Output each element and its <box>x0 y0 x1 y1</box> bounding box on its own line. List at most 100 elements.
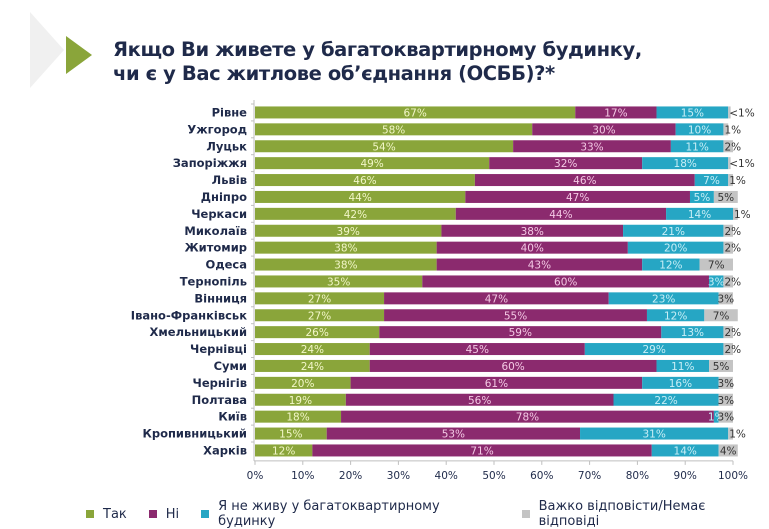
data-label-no: 71% <box>470 445 493 457</box>
data-label-not-in-apartment: 3% <box>708 276 725 288</box>
bar-segment-no <box>465 190 690 203</box>
bar-segment-no <box>326 427 581 440</box>
x-tick-label: 30% <box>387 470 410 482</box>
data-label-yes: 27% <box>308 310 331 322</box>
data-label-yes: 19% <box>289 395 312 407</box>
bar-segment-hard-to-say <box>718 292 733 305</box>
bar-segment-no <box>384 309 647 322</box>
legend-label-yes: Так <box>103 506 127 522</box>
category-label: Одеса <box>206 258 247 272</box>
data-label-no: 47% <box>485 293 508 305</box>
data-label-no: 33% <box>580 141 603 153</box>
bar-segment-yes <box>255 258 437 271</box>
bar-segment-no <box>436 258 643 271</box>
bar-segment-hard-to-say <box>723 343 733 356</box>
data-label-yes: 42% <box>344 209 367 221</box>
legend-label-not-in-apartment: Я не живу у багатоквартирному будинку <box>218 499 440 529</box>
data-label-no: 46% <box>573 175 596 187</box>
bar-segment-no <box>575 106 657 119</box>
bar-segment-no <box>369 359 657 372</box>
category-label: Ужгород <box>187 122 247 136</box>
data-label-no: 38% <box>521 226 544 238</box>
category-label: Кропивницький <box>142 427 247 441</box>
bar-segment-not-in-apartment <box>584 343 724 356</box>
bar-segment-yes <box>255 359 370 372</box>
bar-segment-not-in-apartment <box>689 190 714 203</box>
category-label: Запоріжжя <box>173 156 247 170</box>
bar-segment-not-in-apartment <box>627 241 724 254</box>
bar-segment-not-in-apartment <box>675 123 724 136</box>
bar-segment-yes <box>255 123 533 136</box>
data-label-not-in-apartment: 20% <box>664 243 687 255</box>
bar-segment-hard-to-say <box>723 275 733 288</box>
bar-segment-no <box>441 224 624 237</box>
data-label-hard-to-say: 2% <box>724 344 741 356</box>
legend-item-yes: Так <box>86 499 127 529</box>
bar-segment-no <box>474 174 695 187</box>
data-label-yes: 38% <box>334 243 357 255</box>
data-label-hard-to-say: <1% <box>729 107 754 119</box>
data-label-not-in-apartment: 31% <box>642 429 665 441</box>
legend-label-no: Ні <box>165 506 180 522</box>
bar-segment-yes <box>255 444 313 457</box>
category-label: Хмельницький <box>150 325 247 339</box>
bar-segment-yes <box>255 326 380 339</box>
data-label-yes: 26% <box>305 327 328 339</box>
bar-segment-hard-to-say <box>733 207 738 220</box>
data-label-hard-to-say: 7% <box>708 260 725 272</box>
data-label-hard-to-say: 5% <box>717 192 734 204</box>
data-label-yes: 24% <box>301 344 324 356</box>
data-label-not-in-apartment: 16% <box>669 378 692 390</box>
data-label-not-in-apartment: 21% <box>662 226 685 238</box>
category-label: Рівне <box>212 105 248 119</box>
bar-segment-hard-to-say <box>713 190 738 203</box>
data-label-yes: 24% <box>301 361 324 373</box>
chart-legend: Так Ні Я не живу у багатоквартирному буд… <box>86 499 769 529</box>
bar-segment-hard-to-say <box>723 140 733 153</box>
bar-segment-hard-to-say <box>728 427 733 440</box>
bar-segment-no <box>341 410 714 423</box>
data-label-yes: 27% <box>308 293 331 305</box>
data-label-not-in-apartment: 14% <box>688 209 711 221</box>
data-label-not-in-apartment: 23% <box>652 293 675 305</box>
data-label-not-in-apartment: 14% <box>674 445 697 457</box>
bar-segment-hard-to-say <box>728 174 733 187</box>
x-tick-label: 10% <box>291 470 314 482</box>
data-label-yes: 46% <box>353 175 376 187</box>
bar-segment-no <box>532 123 676 136</box>
data-label-no: 30% <box>592 124 615 136</box>
data-label-no: 78% <box>516 412 539 424</box>
bar-segment-no <box>350 376 643 389</box>
x-tick-label: 100% <box>718 470 748 482</box>
legend-item-not-in-apartment: Я не живу у багатоквартирному будинку <box>201 499 500 529</box>
bar-segment-no <box>345 393 614 406</box>
category-label: Полтава <box>192 393 247 407</box>
bar-segment-not-in-apartment <box>651 444 719 457</box>
bar-segment-yes <box>255 292 385 305</box>
data-label-yes: 44% <box>348 192 371 204</box>
data-label-hard-to-say: 1% <box>734 209 751 221</box>
data-label-hard-to-say: 2% <box>724 243 741 255</box>
data-label-yes: 20% <box>291 378 314 390</box>
data-label-hard-to-say: 1% <box>729 429 746 441</box>
bar-segment-no <box>369 343 585 356</box>
bar-segment-not-in-apartment <box>642 258 700 271</box>
bar-segment-not-in-apartment <box>580 427 729 440</box>
bar-segment-no <box>379 326 662 339</box>
bar-segment-hard-to-say <box>704 309 738 322</box>
play-arrow-icon <box>66 36 92 74</box>
category-label: Черкаси <box>191 207 247 221</box>
data-label-hard-to-say: <1% <box>729 158 754 170</box>
bar-segment-no <box>489 157 643 170</box>
data-label-no: 55% <box>504 310 527 322</box>
data-label-no: 60% <box>554 276 577 288</box>
data-label-no: 44% <box>549 209 572 221</box>
data-label-yes: 49% <box>360 158 383 170</box>
bar-segment-hard-to-say <box>718 410 733 423</box>
bar-segment-yes <box>255 241 437 254</box>
data-label-hard-to-say: 4% <box>720 445 737 457</box>
data-label-yes: 39% <box>337 226 360 238</box>
bar-segment-hard-to-say <box>728 106 731 119</box>
bar-segment-no <box>455 207 667 220</box>
bar-segment-yes <box>255 140 514 153</box>
